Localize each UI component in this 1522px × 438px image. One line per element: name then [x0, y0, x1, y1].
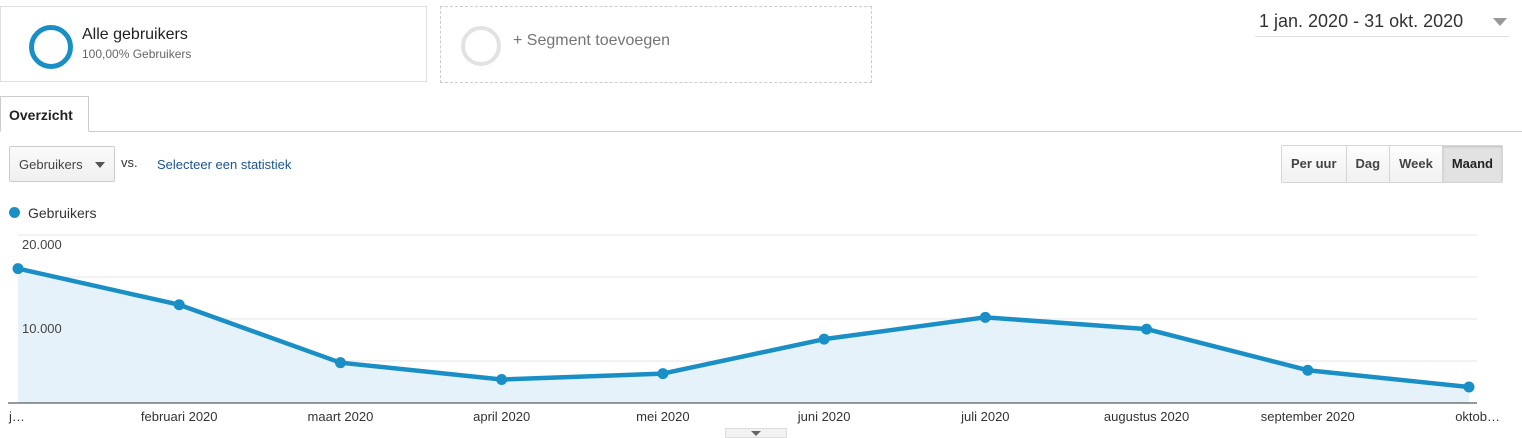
- select-statistic-link[interactable]: Selecteer een statistiek: [157, 157, 292, 172]
- date-range-label: 1 jan. 2020 - 31 okt. 2020: [1259, 11, 1464, 31]
- data-point: [979, 311, 991, 323]
- x-tick-label: juni 2020: [797, 409, 851, 424]
- x-tick-label: februari 2020: [141, 409, 218, 424]
- segment-card-all-users[interactable]: Alle gebruikers 100,00% Gebruikers: [0, 6, 427, 82]
- tab-overview-label: Overzicht: [9, 107, 73, 123]
- period-button-day[interactable]: Dag: [1345, 146, 1390, 182]
- x-tick-label: september 2020: [1261, 409, 1355, 424]
- add-segment-label: + Segment toevoegen: [513, 32, 671, 49]
- legend-series-name: Gebruikers: [28, 205, 97, 221]
- x-tick-label: juli 2020: [960, 409, 1009, 424]
- data-point: [173, 299, 185, 311]
- data-point: [1302, 364, 1314, 376]
- vs-label: vs.: [121, 155, 138, 170]
- caret-down-icon: [95, 162, 105, 168]
- caret-down-icon: [751, 431, 761, 436]
- chevron-down-icon: [1493, 18, 1507, 26]
- x-tick-label: oktob…: [1455, 409, 1500, 424]
- chart-resize-handle[interactable]: [725, 428, 787, 438]
- x-tick-label: augustus 2020: [1104, 409, 1189, 424]
- y-tick-label: 20.000: [22, 237, 62, 252]
- legend-dot-icon: [9, 206, 20, 218]
- data-point: [657, 368, 669, 380]
- add-segment-button[interactable]: + Segment toevoegen: [440, 6, 872, 83]
- tab-divider: [0, 131, 1522, 132]
- empty-segment-ring-icon: [461, 26, 501, 66]
- y-tick-label: 10.000: [22, 321, 62, 336]
- x-tick-label: mei 2020: [636, 409, 689, 424]
- users-line-chart: 20.000 10.000 j… februari 2020 maart 2020 apr…: [8, 234, 1500, 424]
- data-point: [1141, 323, 1153, 335]
- metric-dropdown-value: Gebruikers: [19, 157, 83, 172]
- segment-ring-icon: [29, 25, 73, 69]
- period-button-hourly[interactable]: Per uur: [1282, 146, 1346, 182]
- segment-title: Alle gebruikers: [82, 26, 188, 43]
- series-line: [15, 266, 1472, 390]
- metric-dropdown[interactable]: Gebruikers: [9, 146, 115, 182]
- data-point: [496, 373, 508, 385]
- period-button-week[interactable]: Week: [1389, 146, 1442, 182]
- data-point: [1463, 381, 1475, 393]
- segment-subtitle: 100,00% Gebruikers: [82, 47, 192, 61]
- data-point: [12, 263, 24, 275]
- chart-legend: Gebruikers: [9, 205, 96, 221]
- period-toggle-group: Per uur Dag Week Maand: [1281, 145, 1503, 183]
- data-point: [334, 357, 346, 369]
- period-button-month[interactable]: Maand: [1441, 146, 1502, 182]
- x-tick-label: april 2020: [473, 409, 530, 424]
- series-area: [18, 268, 1469, 403]
- date-range-picker[interactable]: 1 jan. 2020 - 31 okt. 2020: [1255, 10, 1509, 37]
- x-tick-label: maart 2020: [308, 409, 374, 424]
- data-point: [818, 333, 830, 345]
- x-tick-label: j…: [8, 409, 25, 424]
- tab-overview[interactable]: Overzicht: [0, 96, 89, 132]
